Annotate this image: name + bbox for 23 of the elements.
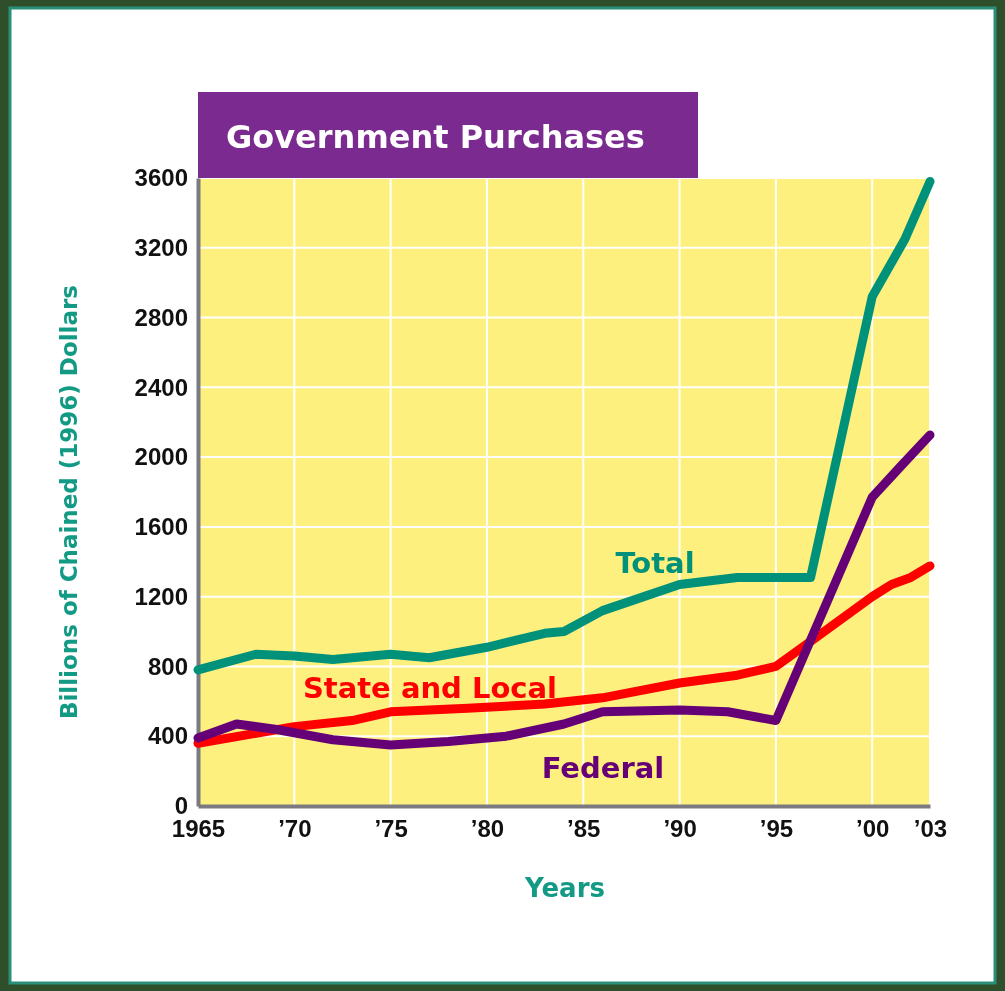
x-tick-label: ’00 (856, 815, 890, 843)
y-tick-label: 400 (147, 722, 188, 750)
series-label: Total (615, 546, 695, 580)
x-tick-label: ’70 (278, 815, 312, 843)
x-tick-label: ’80 (470, 815, 505, 843)
y-tick-label: 800 (147, 652, 188, 680)
x-axis-title: Years (524, 873, 605, 903)
y-tick-label: 3200 (134, 233, 188, 261)
chart-title: Government Purchases (226, 118, 645, 156)
x-tick-label: ’90 (663, 815, 697, 843)
series-label: State and Local (302, 671, 558, 705)
y-tick-label: 1600 (134, 513, 188, 541)
y-tick-label: 2800 (134, 303, 188, 331)
x-tick-label: ’03 (913, 815, 948, 843)
y-tick-label: 1200 (134, 582, 188, 610)
x-tick-label: ’85 (567, 815, 601, 843)
x-tick-label: ’75 (374, 815, 408, 843)
series-label: Federal (541, 751, 665, 785)
y-tick-label: 2400 (134, 373, 188, 401)
y-tick-label: 3600 (134, 164, 188, 192)
x-tick-label: ’95 (759, 815, 794, 843)
y-tick-label: 2000 (134, 443, 188, 471)
y-axis-title: Billions of Chained (1996) Dollars (56, 284, 82, 720)
